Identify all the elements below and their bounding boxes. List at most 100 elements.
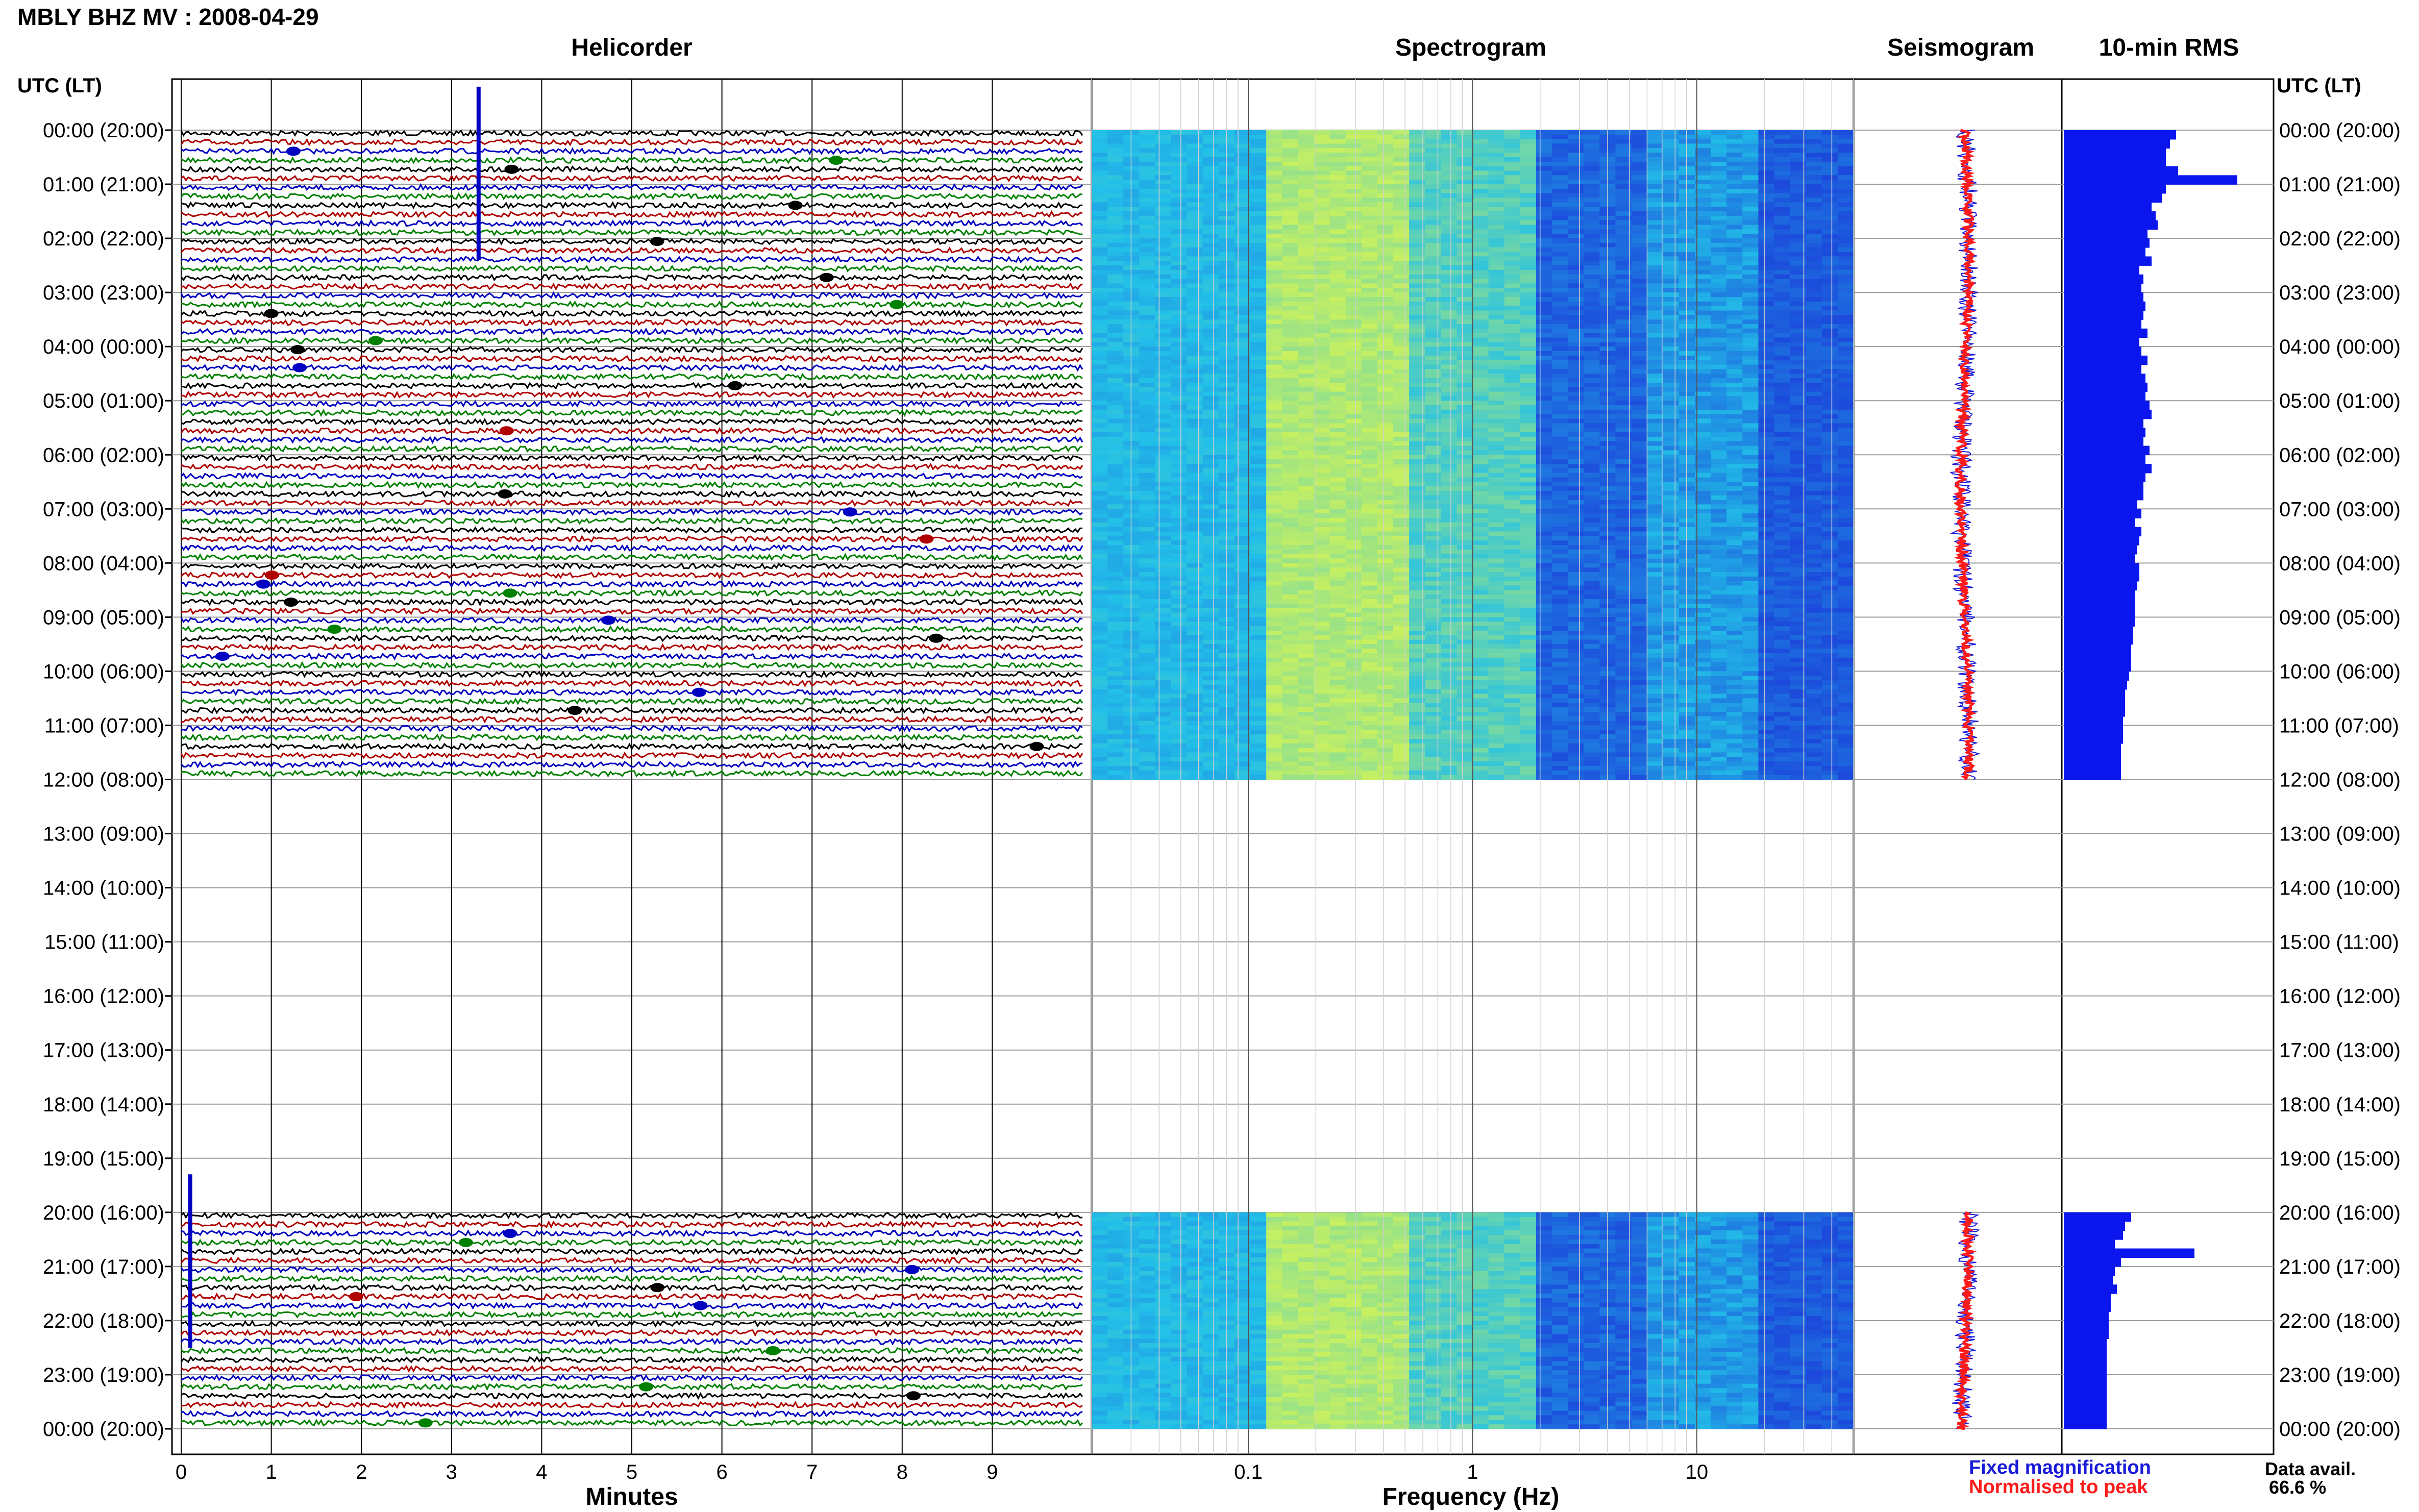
- spectrogram-cell: [1711, 296, 1727, 302]
- spectrogram-cell: [1266, 378, 1282, 383]
- spectrogram-cell: [1234, 418, 1251, 424]
- spectrogram-cell: [1314, 261, 1330, 266]
- spectrogram-cell: [1758, 567, 1775, 573]
- spectrogram-cell: [1774, 490, 1791, 496]
- spectrogram-cell: [1202, 360, 1219, 365]
- spectrogram-cell: [1472, 324, 1489, 329]
- spectrogram-cell: [1806, 450, 1822, 455]
- spectrogram-cell: [1552, 436, 1568, 442]
- spectrogram-cell: [1250, 455, 1267, 460]
- spectrogram-cell: [1790, 500, 1807, 505]
- spectrogram-cell: [1361, 220, 1378, 226]
- spectrogram-cell: [1234, 391, 1251, 396]
- spectrogram-cell: [1504, 549, 1521, 555]
- spectrogram-cell: [1615, 292, 1632, 298]
- spectrogram-cell: [1821, 432, 1838, 437]
- spectrogram-cell: [1806, 328, 1822, 334]
- spectrogram-cell: [1679, 220, 1695, 226]
- spectrogram-cell: [1155, 369, 1172, 374]
- spectrogram-cell: [1679, 170, 1695, 176]
- spectrogram-cell: [1790, 445, 1807, 451]
- spectrogram-cell: [1790, 337, 1807, 342]
- spectrogram-cell: [1314, 238, 1330, 243]
- spectrogram-cell: [1314, 531, 1330, 536]
- spectrogram-cell: [1694, 197, 1711, 203]
- spectrogram-cell: [1742, 405, 1759, 410]
- spectrogram-cell: [1742, 490, 1759, 496]
- trace-line: [181, 688, 1083, 697]
- spectrogram-cell: [1520, 517, 1537, 523]
- spectrogram-cell: [1806, 139, 1822, 144]
- spectrogram-cell: [1345, 414, 1362, 419]
- spectrogram-cell: [1298, 301, 1315, 307]
- spectrogram-cell: [1504, 428, 1521, 433]
- spectrogram-cell: [1472, 143, 1489, 148]
- spectrogram-cell: [1647, 513, 1664, 518]
- spectrogram-cell: [1425, 567, 1441, 573]
- spectrogram-cell: [1488, 374, 1505, 379]
- spectrogram-cell: [1250, 450, 1267, 455]
- spectrogram-cell: [1742, 527, 1759, 532]
- spectrogram-cell: [1107, 423, 1124, 428]
- spectrogram-cell: [1329, 490, 1346, 496]
- spectrogram-cell: [1711, 495, 1727, 501]
- spectrogram-cell: [1298, 401, 1315, 406]
- spectrogram-cell: [1282, 180, 1298, 185]
- spectrogram-cell: [1568, 175, 1584, 180]
- spectrogram-cell: [1488, 432, 1505, 437]
- spectrogram-cell: [1647, 477, 1664, 482]
- spectrogram-cell: [1171, 563, 1188, 568]
- spectrogram-cell: [1726, 540, 1743, 546]
- spectrogram-cell: [1266, 387, 1282, 392]
- spectrogram-cell: [1821, 374, 1838, 379]
- spectrogram-cell: [1361, 527, 1378, 532]
- spectrogram-cell: [1298, 428, 1315, 433]
- spectrogram-cell: [1568, 215, 1584, 221]
- spectrogram-cell: [1520, 536, 1537, 541]
- spectrogram-cell: [1615, 436, 1632, 442]
- spectrogram-cell: [1615, 306, 1632, 311]
- spectrogram-cell: [1266, 563, 1282, 568]
- trace-line: [181, 1374, 1083, 1382]
- spectrogram-cell: [1520, 374, 1537, 379]
- spectrogram-cell: [1361, 197, 1378, 203]
- spectrogram-cell: [1711, 490, 1727, 496]
- spectrogram-cell: [1520, 441, 1537, 447]
- spectrogram-cell: [1441, 197, 1457, 203]
- spectrogram-cell: [1774, 342, 1791, 347]
- spectrogram-cell: [1202, 468, 1219, 474]
- spectrogram-cell: [1758, 463, 1775, 469]
- spectrogram-cell: [1457, 143, 1473, 148]
- spectrogram-cell: [1107, 504, 1124, 509]
- spectrogram-cell: [1425, 211, 1441, 216]
- spectrogram-cell: [1298, 292, 1315, 298]
- spectrogram-cell: [1758, 409, 1775, 415]
- spectrogram-cell: [1250, 202, 1267, 207]
- spectrogram-cell: [1425, 500, 1441, 505]
- spectrogram-cell: [1647, 170, 1664, 176]
- spectrogram-cell: [1187, 401, 1203, 406]
- spectrogram-cell: [1441, 319, 1457, 325]
- spectrogram-cell: [1552, 527, 1568, 532]
- spectrogram-cell: [1298, 441, 1315, 447]
- spectrogram-cell: [1092, 225, 1108, 230]
- spectrogram-cell: [1837, 455, 1854, 460]
- spectrogram-cell: [1202, 391, 1219, 396]
- spectrogram-cell: [1679, 445, 1695, 451]
- spectrogram-cell: [1314, 369, 1330, 374]
- spectrogram-cell: [1821, 315, 1838, 320]
- spectrogram-cell: [1631, 180, 1648, 185]
- spectrogram-cell: [1361, 193, 1378, 199]
- spectrogram-cell: [1615, 360, 1632, 365]
- spectrogram-cell: [1457, 414, 1473, 419]
- spectrogram-cell: [1377, 161, 1394, 167]
- spectrogram-cell: [1790, 193, 1807, 199]
- spectrogram-cell: [1568, 369, 1584, 374]
- spectrogram-cell: [1647, 468, 1664, 474]
- spectrogram-cell: [1758, 450, 1775, 455]
- spectrogram-cell: [1171, 247, 1188, 253]
- spectrogram-cell: [1171, 211, 1188, 216]
- spectrogram-cell: [1504, 130, 1521, 135]
- spectrogram-cell: [1472, 463, 1489, 469]
- spectrogram-cell: [1250, 319, 1267, 325]
